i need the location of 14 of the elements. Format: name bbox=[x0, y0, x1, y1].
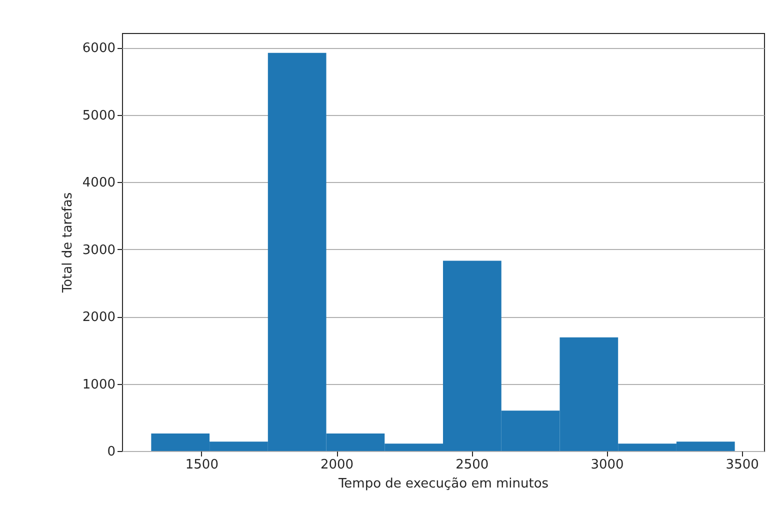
x-tick-label: 2500 bbox=[456, 458, 489, 472]
y-tick-label: 6000 bbox=[82, 41, 116, 56]
y-axis-title: Total de tarefas bbox=[60, 192, 76, 294]
x-tick-label: 2000 bbox=[320, 458, 354, 472]
y-tick-label: 3000 bbox=[82, 242, 116, 258]
y-tick-label: 4000 bbox=[82, 176, 116, 191]
x-tick-label: 3000 bbox=[590, 458, 624, 472]
y-tick-label: 0 bbox=[107, 444, 116, 460]
y-tick-label: 5000 bbox=[82, 108, 116, 124]
y-tick-label: 2000 bbox=[82, 310, 116, 326]
x-tick-label: 3500 bbox=[726, 458, 759, 472]
x-axis-title: Tempo de execução em minutos bbox=[337, 476, 549, 492]
x-tick-label: 1500 bbox=[185, 458, 218, 472]
y-tick-label: 1000 bbox=[82, 377, 116, 392]
